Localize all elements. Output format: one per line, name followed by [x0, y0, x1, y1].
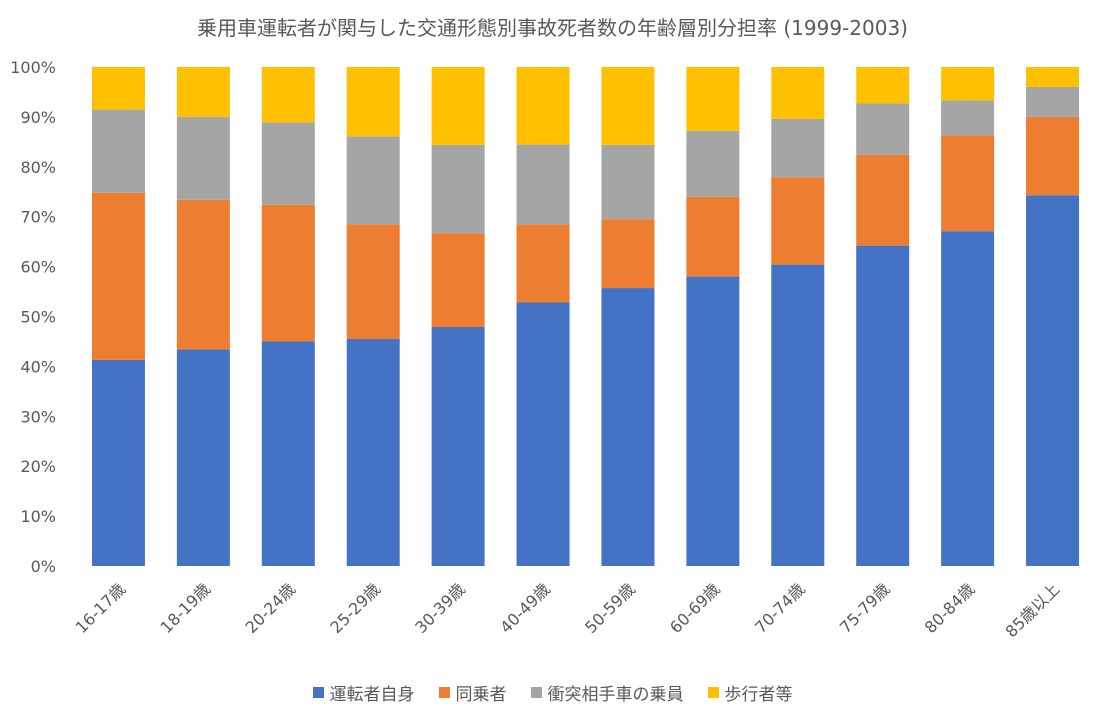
- legend-swatch: [312, 687, 324, 698]
- bar-segment: [771, 67, 825, 119]
- bar-segment: [601, 67, 655, 145]
- chart-legend: 運転者自身 同乗者 衝突相手車の乗員 歩行者等: [0, 680, 1105, 705]
- legend-item: 同乗者: [438, 680, 507, 705]
- bar-segment: [1026, 195, 1080, 567]
- bar-segment: [346, 224, 400, 339]
- bar-segment: [346, 67, 400, 137]
- legend-label: 衝突相手車の乗員: [547, 685, 684, 705]
- x-tick-label: 18-19歳: [157, 579, 215, 637]
- legend-swatch: [438, 687, 450, 698]
- bar-segment: [346, 136, 400, 225]
- x-tick-label: 80-84歳: [921, 579, 979, 637]
- x-tick-label: 70-74歳: [751, 579, 809, 637]
- bar-segment: [176, 349, 230, 566]
- y-tick-label: 70%: [20, 208, 56, 227]
- bar-segment: [516, 302, 570, 566]
- bar-segment: [856, 154, 910, 246]
- bar-segment: [91, 109, 145, 193]
- bar-segment: [261, 67, 315, 123]
- legend-swatch: [707, 687, 719, 698]
- bar-segment: [686, 196, 740, 277]
- y-tick-label: 10%: [20, 507, 56, 526]
- bar-segment: [941, 100, 995, 136]
- x-tick-label: 20-24歳: [241, 579, 299, 637]
- bar-segment: [176, 116, 230, 200]
- bar-segment: [431, 233, 485, 327]
- bar-segment: [856, 245, 910, 566]
- bar-segment: [686, 67, 740, 131]
- chart-plot-area: 0% 10% 20% 30% 40% 50% 60% 70% 80% 90% 100% 16-17歳 1…: [10, 58, 1080, 641]
- bar-segment: [516, 144, 570, 225]
- bar-segment: [91, 67, 145, 110]
- legend-item: 運転者自身: [312, 680, 415, 705]
- bar-segment: [261, 122, 315, 205]
- bar-segment: [686, 130, 740, 197]
- x-tick-label: 30-39歳: [411, 579, 469, 637]
- legend-label: 同乗者: [455, 685, 507, 705]
- x-tick-label: 60-69歳: [666, 579, 724, 637]
- bar-segment: [516, 224, 570, 303]
- bar-segment: [431, 67, 485, 145]
- legend-swatch: [530, 687, 542, 698]
- bar-segment: [261, 204, 315, 342]
- y-tick-label: 50%: [20, 308, 56, 327]
- chart-title: 乗用車運転者が関与した交通形態別事故死者数の年齢層別分担率 (1999-2003…: [197, 16, 908, 40]
- bar-segment: [1026, 67, 1080, 87]
- x-tick-label: 50-59歳: [581, 579, 639, 637]
- bar-segment: [941, 67, 995, 101]
- x-tick-label: 16-17歳: [72, 579, 130, 637]
- bar-segment: [431, 144, 485, 234]
- bar-segment: [1026, 86, 1080, 117]
- bar-segment: [601, 288, 655, 566]
- bar-segment: [941, 135, 995, 232]
- x-tick-label: 85歳以上: [1002, 579, 1064, 641]
- bar-segment: [771, 264, 825, 566]
- bar-segment: [856, 67, 910, 104]
- bar-segment: [856, 103, 910, 155]
- bar-segment: [431, 326, 485, 566]
- bar-segment: [176, 199, 230, 350]
- bar-segment: [516, 67, 570, 145]
- y-tick-label: 100%: [10, 58, 56, 77]
- bar-segment: [941, 231, 995, 566]
- y-tick-label: 0%: [31, 557, 56, 576]
- bar-segment: [601, 219, 655, 289]
- bar-segment: [686, 276, 740, 566]
- y-tick-label: 80%: [20, 158, 56, 177]
- y-tick-label: 40%: [20, 357, 56, 376]
- bar-segment: [601, 144, 655, 220]
- y-tick-label: 60%: [20, 258, 56, 277]
- bar-segment: [1026, 116, 1080, 196]
- x-tick-label: 75-79歳: [836, 579, 894, 637]
- bar-segment: [91, 359, 145, 566]
- x-tick-label: 25-29歳: [326, 579, 384, 637]
- legend-label: 運転者自身: [329, 685, 415, 705]
- bar-segment: [346, 338, 400, 566]
- legend-item: 衝突相手車の乗員: [530, 680, 684, 705]
- x-tick-label: 40-49歳: [496, 579, 554, 637]
- legend-label: 歩行者等: [724, 685, 793, 705]
- bar-segment: [771, 118, 825, 178]
- bar-segment: [176, 67, 230, 117]
- bar-segment: [91, 192, 145, 360]
- y-tick-label: 20%: [20, 457, 56, 476]
- bar-segment: [261, 341, 315, 566]
- y-tick-label: 30%: [20, 407, 56, 426]
- legend-item: 歩行者等: [707, 680, 793, 705]
- y-tick-label: 90%: [20, 108, 56, 127]
- bar-segment: [771, 177, 825, 265]
